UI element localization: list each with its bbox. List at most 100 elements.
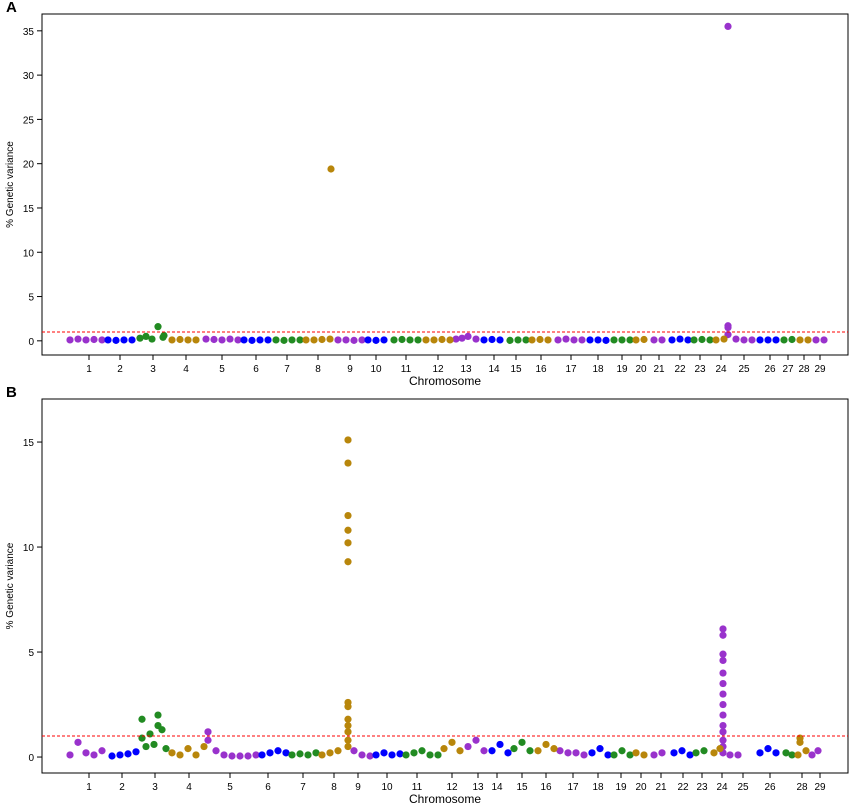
point [344, 539, 352, 547]
point [120, 336, 128, 344]
point [236, 752, 244, 760]
point [136, 334, 144, 342]
point [510, 745, 518, 753]
x-tick-label: 11 [401, 364, 412, 375]
point [90, 335, 98, 344]
point [344, 459, 352, 467]
point [506, 336, 514, 344]
point [496, 740, 504, 749]
point [588, 749, 596, 757]
point [98, 336, 106, 344]
point [112, 336, 120, 344]
y-tick-label: 5 [28, 648, 34, 659]
point [154, 711, 162, 719]
point [132, 748, 140, 756]
x-tick-label: 27 [782, 364, 794, 375]
point [686, 751, 694, 759]
point [326, 335, 334, 343]
point [344, 721, 352, 730]
point [610, 336, 618, 344]
y-tick-label: 15 [23, 438, 35, 449]
point [168, 336, 176, 344]
point [556, 747, 564, 755]
point [658, 749, 666, 757]
point [796, 738, 804, 746]
x-tick-label: 28 [796, 782, 808, 793]
point [210, 335, 218, 344]
point [719, 728, 727, 736]
point [764, 745, 772, 753]
x-tick-label: 18 [592, 364, 604, 375]
point [142, 332, 150, 340]
x-tick-label: 13 [460, 364, 472, 375]
point [90, 751, 98, 759]
x-tick-label: 4 [186, 782, 192, 793]
x-tick-label: 1 [86, 782, 92, 793]
x-tick-label: 18 [592, 782, 604, 793]
point [670, 749, 678, 757]
point [344, 742, 352, 751]
point [372, 751, 380, 759]
point [226, 335, 234, 343]
point [719, 700, 727, 709]
point [764, 336, 772, 344]
point [640, 751, 648, 759]
point [719, 736, 727, 744]
x-tick-label: 19 [615, 782, 627, 793]
point [280, 336, 288, 344]
x-tick-label: 12 [446, 782, 458, 793]
point [706, 336, 714, 344]
point [564, 749, 572, 757]
point [422, 336, 430, 344]
point [472, 335, 480, 343]
point [788, 751, 796, 759]
point [794, 751, 802, 759]
point [184, 745, 192, 753]
x-tick-label: 7 [284, 364, 290, 375]
point [372, 336, 380, 344]
y-axis-label: % Genetic variance [5, 542, 16, 629]
point [396, 750, 404, 758]
point [274, 747, 282, 755]
point [698, 335, 706, 344]
x-tick-label: 8 [315, 364, 321, 375]
point [594, 336, 602, 344]
point [550, 745, 558, 753]
point [288, 751, 296, 759]
point [724, 22, 732, 30]
x-tick-label: 19 [616, 364, 628, 375]
point [610, 751, 618, 759]
point [719, 669, 727, 677]
point [258, 751, 266, 759]
point [542, 740, 550, 749]
point [788, 335, 796, 344]
x-tick-label: 8 [331, 782, 337, 793]
point [204, 736, 212, 744]
point [632, 749, 640, 757]
point [772, 749, 780, 757]
point [108, 752, 116, 760]
point [380, 336, 388, 344]
point [440, 745, 448, 753]
point [534, 747, 542, 755]
point [272, 336, 280, 344]
point [406, 336, 414, 344]
x-tick-label: 17 [567, 782, 579, 793]
point [204, 728, 212, 736]
x-tick-label: 24 [715, 364, 727, 375]
point [526, 747, 534, 755]
point [820, 336, 828, 344]
point [514, 336, 522, 344]
point [310, 336, 318, 344]
point [228, 752, 236, 760]
point [434, 751, 442, 759]
point [812, 336, 820, 344]
x-tick-label: 9 [355, 782, 361, 793]
point [676, 335, 684, 343]
x-tick-label: 25 [737, 782, 749, 793]
point [522, 336, 530, 344]
y-tick-label: 25 [23, 115, 35, 126]
point [344, 703, 352, 711]
point [734, 751, 742, 759]
